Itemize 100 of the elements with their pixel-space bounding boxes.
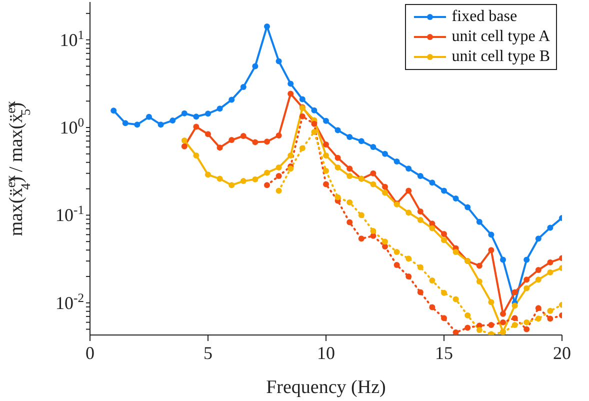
point [417, 264, 424, 270]
point [334, 164, 341, 170]
point [429, 180, 436, 186]
point [299, 145, 306, 152]
point [476, 262, 482, 269]
point [288, 90, 294, 97]
point [512, 302, 518, 309]
point [524, 276, 530, 283]
point [488, 232, 494, 238]
point [276, 164, 282, 170]
legend-label: unit cell type B [452, 47, 550, 67]
point [252, 176, 258, 182]
point [464, 204, 471, 210]
point [524, 319, 530, 326]
x-tick-label: 10 [317, 343, 335, 363]
point [288, 166, 294, 172]
point [240, 133, 246, 139]
y-tick-label: 10$^{0}$ [60, 116, 84, 138]
point [370, 228, 376, 234]
point [441, 231, 447, 238]
point [452, 195, 459, 202]
point [193, 114, 200, 120]
point [382, 190, 388, 196]
point [512, 289, 518, 296]
point [240, 84, 246, 90]
point [276, 58, 282, 64]
point [512, 322, 518, 328]
point [547, 224, 554, 231]
point [476, 327, 482, 334]
point [429, 225, 436, 232]
point [288, 152, 294, 158]
point [417, 172, 424, 179]
point [535, 236, 542, 242]
point [346, 199, 353, 206]
point [134, 122, 140, 128]
point [358, 138, 364, 144]
point [488, 299, 494, 306]
point [441, 290, 447, 296]
point [334, 127, 341, 134]
x-tick-label: 15 [435, 343, 453, 363]
point [334, 154, 341, 161]
point [524, 326, 530, 332]
point [216, 106, 223, 112]
point [452, 296, 459, 302]
point [429, 277, 436, 284]
point [406, 188, 412, 194]
point [181, 110, 188, 116]
point [524, 256, 530, 263]
point [500, 319, 506, 326]
point [382, 150, 388, 157]
point [323, 168, 329, 174]
point [488, 322, 494, 328]
point [452, 329, 459, 335]
point [181, 138, 188, 144]
point [299, 96, 306, 102]
point [193, 152, 200, 158]
point [158, 122, 164, 128]
point [181, 143, 188, 150]
point [334, 194, 341, 200]
point [346, 172, 353, 179]
point [535, 316, 542, 322]
point [406, 256, 412, 262]
point [547, 308, 554, 314]
point [264, 23, 270, 30]
point [370, 170, 376, 176]
point [441, 188, 447, 194]
point [323, 181, 329, 188]
point [476, 278, 482, 285]
point [417, 289, 424, 296]
point [170, 118, 176, 124]
point [452, 249, 459, 256]
point [535, 276, 542, 283]
point [323, 141, 329, 148]
point [406, 273, 412, 280]
x-tick-label: 5 [204, 343, 212, 363]
point [370, 181, 376, 188]
point [299, 113, 306, 120]
x-tick-label: 20 [553, 343, 571, 363]
point [547, 316, 554, 322]
point [252, 63, 258, 70]
point [547, 259, 554, 266]
point [205, 131, 211, 138]
point [535, 267, 542, 274]
point [228, 96, 235, 103]
point [311, 107, 318, 114]
point [500, 310, 506, 317]
y-tick-label: 10$^{1}$ [60, 28, 84, 50]
point [110, 108, 117, 114]
point [205, 172, 211, 178]
point [264, 182, 270, 188]
point [524, 285, 530, 292]
point [370, 144, 376, 150]
point [276, 188, 282, 194]
point [417, 208, 424, 215]
point [276, 132, 282, 139]
point [429, 304, 436, 310]
point [476, 218, 482, 225]
point [488, 247, 494, 254]
point [193, 124, 200, 130]
point [346, 166, 353, 172]
